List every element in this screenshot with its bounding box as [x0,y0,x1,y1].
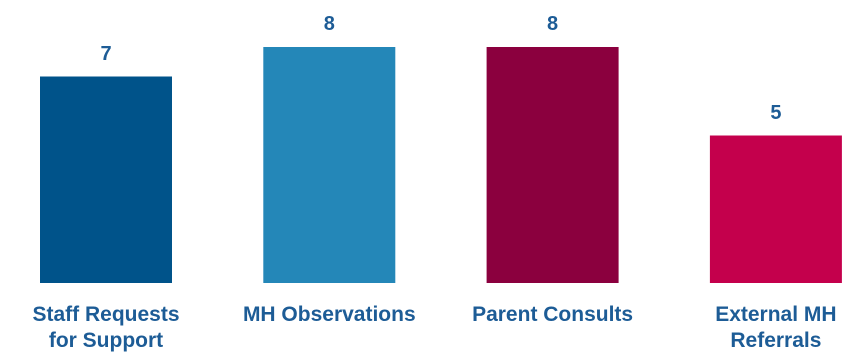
category-label: External MH Referrals [715,303,837,352]
value-label: 8 [323,13,335,35]
bar [263,47,396,283]
category-label: Staff Requests for Support [32,303,180,352]
category-label: Parent Consults [472,303,634,326]
bar [709,135,842,283]
value-label: 5 [770,101,782,124]
category-label: MH Observations [242,303,416,326]
value-label: 8 [547,13,559,35]
bar [40,76,172,283]
bar [486,47,619,283]
value-label: 7 [100,42,112,65]
